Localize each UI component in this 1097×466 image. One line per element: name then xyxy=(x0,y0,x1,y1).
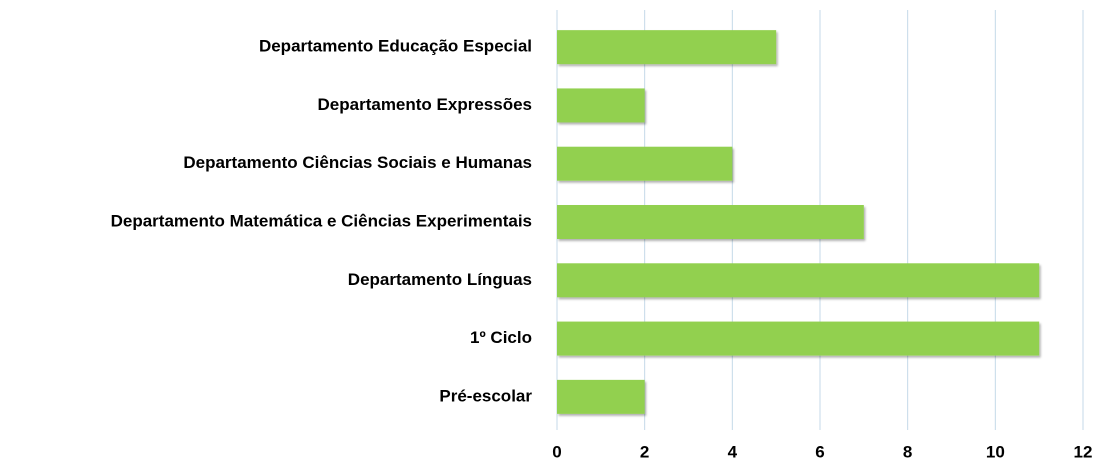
x-tick-label: 2 xyxy=(640,442,649,461)
bar xyxy=(557,88,645,123)
y-tick-label: Departamento Matemática e Ciências Exper… xyxy=(111,211,532,230)
y-tick-label: Departamento Educação Especial xyxy=(259,37,532,56)
y-tick-label: Departamento Línguas xyxy=(348,270,532,289)
x-tick-label: 8 xyxy=(903,442,912,461)
y-tick-label: Pré-escolar xyxy=(439,386,532,405)
bar xyxy=(557,379,645,414)
x-tick-label: 4 xyxy=(728,442,738,461)
bar xyxy=(557,263,1040,298)
bar xyxy=(557,321,1040,356)
x-tick-label: 0 xyxy=(552,442,561,461)
bar xyxy=(557,30,777,65)
x-tick-label: 6 xyxy=(815,442,824,461)
y-tick-label: 1º Ciclo xyxy=(470,328,532,347)
x-tick-label: 12 xyxy=(1074,442,1093,461)
bar xyxy=(557,146,733,181)
bar xyxy=(557,205,864,239)
y-tick-label: Departamento Expressões xyxy=(318,95,532,114)
x-tick-label: 10 xyxy=(986,442,1005,461)
y-tick-label: Departamento Ciências Sociais e Humanas xyxy=(183,153,532,172)
